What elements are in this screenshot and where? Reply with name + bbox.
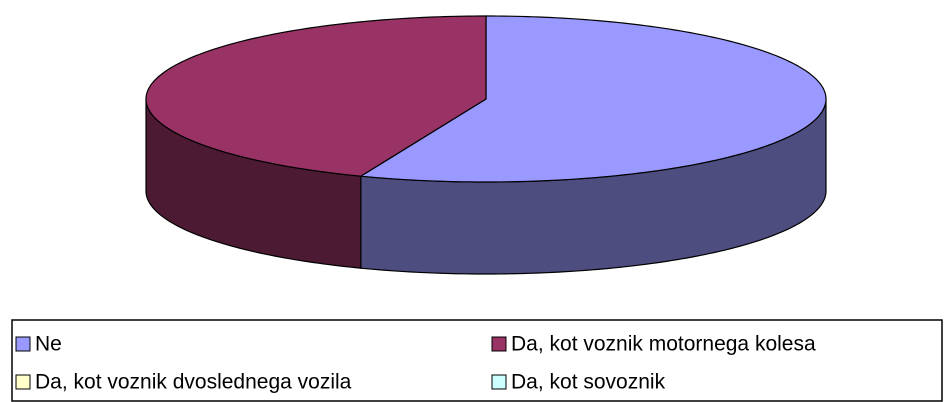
pie-slice [358,15,827,183]
pie-slice [145,15,487,177]
legend-swatch [491,374,507,390]
legend-swatch [15,336,31,352]
legend-swatch [15,374,31,390]
legend-label: Ne [35,333,62,356]
legend-swatch [491,336,507,352]
legend-label: Da, kot voznik motornega kolesa [511,333,816,356]
legend-label: Da, kot voznik dvoslednega vozila [35,371,352,394]
legend-box [11,319,943,402]
legend-label: Da, kot sovoznik [511,371,666,394]
